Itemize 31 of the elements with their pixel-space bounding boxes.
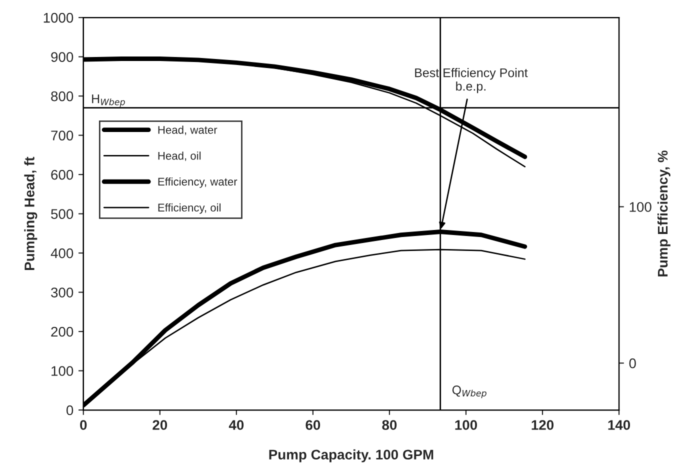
y-tick-label: 500 bbox=[51, 209, 74, 219]
x-tick-label: 20 bbox=[152, 420, 168, 430]
ref-line-label: H$_{Wbep}$ bbox=[92, 94, 125, 107]
y-tick-label: 100 bbox=[52, 366, 74, 376]
ref-line-label: Q$_{Wbep}$ bbox=[452, 386, 486, 398]
y-tick-label: 400 bbox=[50, 248, 74, 258]
x-tick-label: 80 bbox=[382, 420, 397, 430]
x-tick-label: 40 bbox=[228, 420, 244, 430]
y-tick-label: 1000 bbox=[44, 12, 74, 23]
annotation: Best Efficiency Point b.e.p. bbox=[415, 68, 528, 94]
y2-tick-label: 0 bbox=[629, 358, 636, 368]
y-tick-label: 700 bbox=[51, 130, 74, 140]
y-tick-label: 300 bbox=[51, 288, 74, 298]
legend-label: Efficiency, water bbox=[158, 177, 238, 188]
x-axis-title: Pump Capacity. 100 GPM bbox=[269, 449, 434, 462]
x-tick-label: 60 bbox=[306, 420, 320, 430]
y-tick-label: 800 bbox=[51, 91, 74, 102]
legend-label: Head, water bbox=[158, 126, 218, 136]
x-tick-label: 140 bbox=[608, 420, 630, 430]
legend-label: Head, oil bbox=[158, 152, 201, 162]
legend-label: Efficiency, oil bbox=[158, 203, 221, 214]
y-tick-label: 600 bbox=[51, 170, 74, 180]
y-tick-label: 900 bbox=[51, 52, 74, 62]
y-axis-title: Pumping Head, ft bbox=[24, 156, 38, 270]
y-tick-label: 0 bbox=[66, 405, 74, 416]
y-tick-label: 200 bbox=[51, 326, 74, 337]
y2-axis-title: Pump Efficiency, % bbox=[657, 150, 670, 276]
x-tick-label: 120 bbox=[532, 420, 554, 430]
y2-tick-label: 100 bbox=[630, 202, 652, 212]
x-tick-label: 0 bbox=[80, 420, 87, 430]
x-tick-label: 100 bbox=[455, 420, 477, 430]
